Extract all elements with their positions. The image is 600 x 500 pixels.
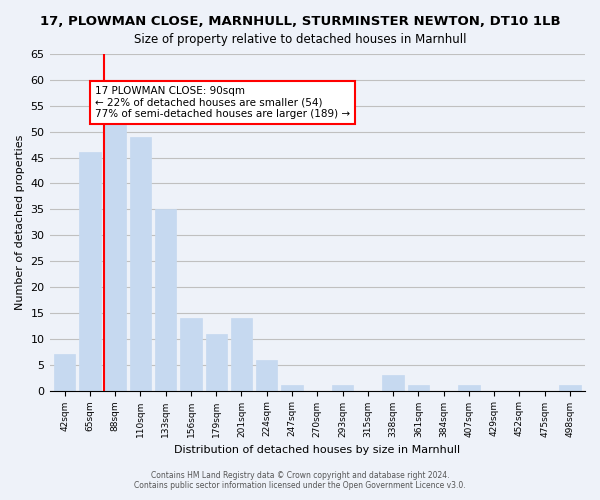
Bar: [281, 386, 303, 390]
Bar: [458, 386, 479, 390]
Bar: [231, 318, 252, 390]
Bar: [130, 137, 151, 390]
Bar: [407, 386, 429, 390]
Bar: [382, 375, 404, 390]
Y-axis label: Number of detached properties: Number of detached properties: [15, 134, 25, 310]
Text: 17, PLOWMAN CLOSE, MARNHULL, STURMINSTER NEWTON, DT10 1LB: 17, PLOWMAN CLOSE, MARNHULL, STURMINSTER…: [40, 15, 560, 28]
Bar: [332, 386, 353, 390]
Bar: [79, 152, 101, 390]
Bar: [104, 106, 126, 391]
Text: Contains HM Land Registry data © Crown copyright and database right 2024.
Contai: Contains HM Land Registry data © Crown c…: [134, 470, 466, 490]
Bar: [54, 354, 76, 390]
Text: 17 PLOWMAN CLOSE: 90sqm
← 22% of detached houses are smaller (54)
77% of semi-de: 17 PLOWMAN CLOSE: 90sqm ← 22% of detache…: [95, 86, 350, 119]
Bar: [180, 318, 202, 390]
Bar: [155, 210, 176, 390]
Text: Size of property relative to detached houses in Marnhull: Size of property relative to detached ho…: [134, 32, 466, 46]
Bar: [256, 360, 277, 390]
Bar: [559, 386, 581, 390]
Bar: [206, 334, 227, 390]
X-axis label: Distribution of detached houses by size in Marnhull: Distribution of detached houses by size …: [174, 445, 460, 455]
